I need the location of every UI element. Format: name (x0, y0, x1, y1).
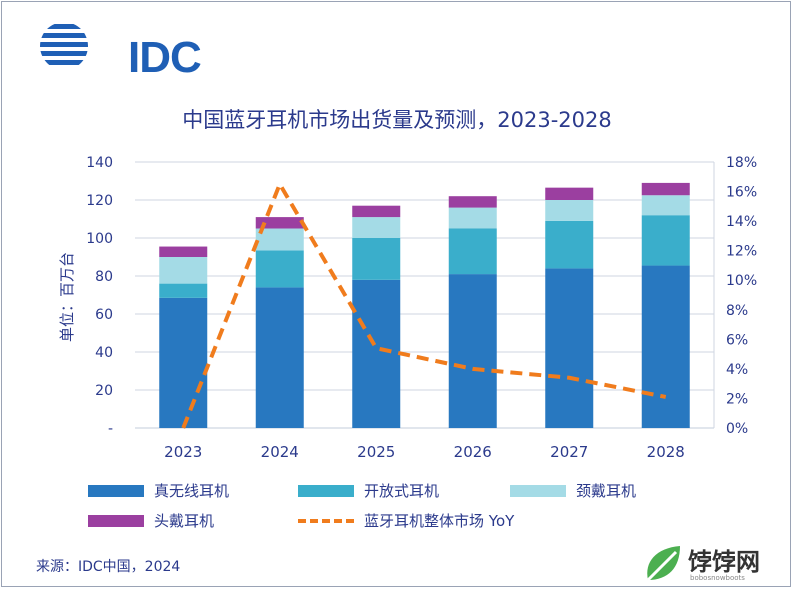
bar-headphone (641, 182, 690, 196)
bar-open (641, 215, 690, 266)
x-tick-label: 2025 (357, 443, 395, 461)
y2-tick-label: 6% (726, 332, 748, 348)
legend-label-true-wireless: 真无线耳机 (154, 482, 230, 500)
bar-neckband (159, 257, 208, 284)
globe-icon (40, 24, 88, 65)
bar-true-wireless (448, 274, 497, 428)
bar-neckband (641, 195, 690, 216)
idc-logo: IDC (36, 18, 202, 82)
y-tick-label: 140 (86, 155, 113, 171)
legend-swatch-yoy (298, 518, 354, 523)
bar-open (448, 228, 497, 275)
y-axis-label: 单位：百万台 (58, 252, 76, 342)
bar-open (159, 283, 208, 298)
bar-true-wireless (641, 265, 690, 428)
bar-neckband (352, 217, 401, 238)
yoy-line (181, 182, 667, 429)
bar-headphone (448, 196, 497, 208)
y2-tick-label: 10% (726, 273, 757, 289)
y-tick-label: 100 (86, 231, 113, 247)
logo-text: IDC (128, 33, 202, 82)
bar-neckband (545, 200, 594, 221)
legend: 真无线耳机 开放式耳机 颈戴耳机 头戴耳机 蓝牙耳机整体市场 YoY (88, 480, 728, 540)
bar-headphone (352, 205, 401, 218)
legend-swatch-true-wireless (88, 484, 144, 497)
legend-item-neckband: 颈戴耳机 (510, 480, 636, 501)
bar-headphone (255, 217, 304, 229)
y2-tick-label: 2% (726, 391, 748, 407)
y2-tick-label: 12% (726, 244, 757, 260)
legend-label-open: 开放式耳机 (364, 482, 440, 500)
leaf-logo-icon (646, 546, 680, 582)
y-tick-label: 20 (95, 383, 113, 399)
watermark: 饽饽网 bobosnowboots (640, 540, 790, 586)
bar-neckband (255, 228, 304, 251)
x-tick-label: 2024 (261, 443, 299, 461)
bar-headphone (545, 187, 594, 200)
legend-swatch-headphone (88, 514, 144, 527)
bar-true-wireless (545, 268, 594, 428)
legend-swatch-neckband (510, 484, 566, 497)
bar-open (352, 238, 401, 280)
x-tick-label: 2027 (550, 443, 588, 461)
x-tick-label: 2028 (647, 443, 685, 461)
legend-item-headphone: 头戴耳机 (88, 510, 214, 531)
legend-label-headphone: 头戴耳机 (154, 512, 215, 530)
legend-label-yoy: 蓝牙耳机整体市场 YoY (364, 512, 515, 530)
y2-tick-label: 14% (726, 214, 757, 230)
y2-tick-label: 0% (726, 421, 748, 437)
x-tick-label: 2026 (454, 443, 492, 461)
y-tick-label: 60 (95, 307, 113, 323)
y2-tick-label: 8% (726, 303, 748, 319)
bar-true-wireless (159, 297, 208, 428)
y-tick-label: - (108, 421, 113, 437)
legend-swatch-open (298, 484, 354, 497)
y-tick-label: 80 (95, 269, 113, 285)
y-tick-label: 120 (86, 193, 113, 209)
legend-item-true-wireless: 真无线耳机 (88, 480, 229, 501)
bar-headphone (159, 246, 208, 257)
chart-title: 中国蓝牙耳机市场出货量及预测，2023-2028 (182, 108, 612, 132)
y-tick-label: 40 (95, 345, 113, 361)
bar-open (545, 220, 594, 269)
legend-item-yoy: 蓝牙耳机整体市场 YoY (298, 510, 514, 531)
watermark-title: 饽饽网 (688, 548, 760, 576)
y2-tick-label: 16% (726, 185, 757, 201)
bar-true-wireless (255, 287, 304, 428)
bar-open (255, 250, 304, 288)
source-note: 来源：IDC中国，2024 (36, 559, 181, 575)
y2-tick-label: 4% (726, 362, 748, 378)
bar-true-wireless (352, 279, 401, 428)
y2-tick-label: 18% (726, 155, 757, 171)
x-tick-label: 2023 (164, 443, 202, 461)
watermark-subtitle: bobosnowboots (690, 574, 745, 582)
legend-label-neckband: 颈戴耳机 (576, 482, 637, 500)
bar-neckband (448, 207, 497, 229)
legend-item-open: 开放式耳机 (298, 480, 439, 501)
